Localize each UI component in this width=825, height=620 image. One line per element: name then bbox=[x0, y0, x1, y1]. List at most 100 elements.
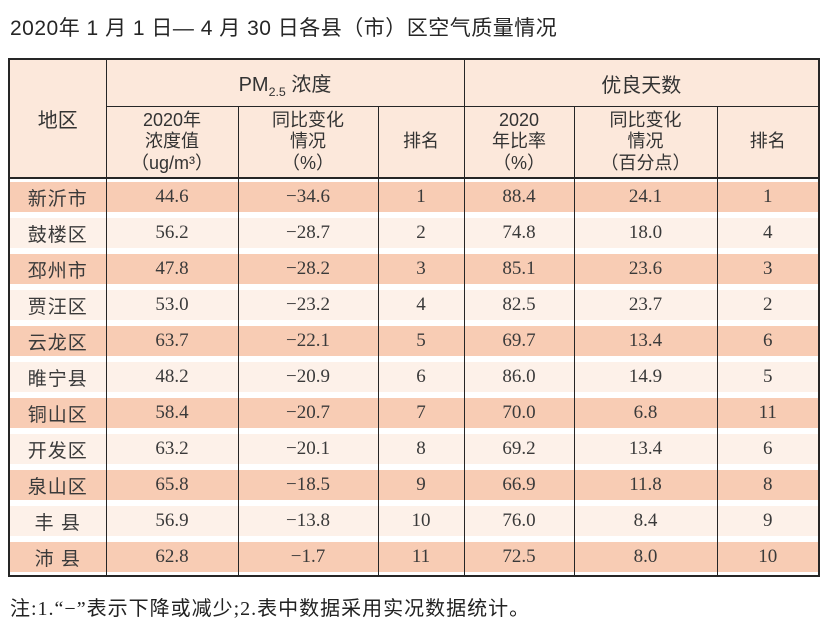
group-header-row: 地区 PM2.5 浓度 优良天数 bbox=[8, 59, 820, 179]
table-row: 丰 县 56.9 −13.8 10 76.0 8.4 9 bbox=[8, 503, 820, 539]
pm-rank-cell: 5 bbox=[377, 323, 465, 359]
col-header-region: 地区 bbox=[8, 59, 107, 179]
pm-rank-cell: 8 bbox=[377, 431, 465, 467]
pm-value-cell: 56.2 bbox=[105, 215, 239, 251]
region-cell: 丰 县 bbox=[8, 503, 107, 539]
table-row: 邳州市 47.8 −28.2 3 85.1 23.6 3 bbox=[8, 251, 820, 287]
region-cell: 开发区 bbox=[8, 431, 107, 467]
region-cell: 铜山区 bbox=[8, 395, 107, 431]
gd-rank-cell: 11 bbox=[716, 395, 820, 431]
gd-ratio-cell: 69.2 bbox=[463, 431, 575, 467]
sub-header-row: 2020年 浓度值 （ug/m³） 同比变化 情况 （%） 排名 2020 年比… bbox=[9, 106, 820, 179]
table-row: 沛 县 62.8 −1.7 11 72.5 8.0 10 bbox=[8, 539, 820, 576]
gd-change-cell: 14.9 bbox=[573, 359, 718, 395]
gd-ratio-cell: 66.9 bbox=[463, 467, 575, 503]
gd-change-cell: 13.4 bbox=[573, 431, 718, 467]
gd-change-cell: 6.8 bbox=[573, 395, 718, 431]
pm-change-cell: −20.7 bbox=[237, 395, 379, 431]
table-row: 云龙区 63.7 −22.1 5 69.7 13.4 6 bbox=[8, 323, 820, 359]
pm-change-cell: −20.9 bbox=[237, 359, 379, 395]
table-row: 贾汪区 53.0 −23.2 4 82.5 23.7 2 bbox=[8, 287, 820, 323]
gd-ratio-cell: 85.1 bbox=[463, 251, 575, 287]
table-body: 新沂市 44.6 −34.6 1 88.4 24.1 1 鼓楼区 56.2 −2… bbox=[8, 178, 820, 576]
region-cell: 贾汪区 bbox=[8, 287, 107, 323]
gd-ratio-cell: 70.0 bbox=[463, 395, 575, 431]
table-header: 地区 PM2.5 浓度 优良天数 2020年 浓度值 （ug/m³） 同比变化 … bbox=[8, 59, 820, 179]
table-row: 铜山区 58.4 −20.7 7 70.0 6.8 11 bbox=[8, 395, 820, 431]
pm-value-cell: 53.0 bbox=[105, 287, 239, 323]
pm-rank-cell: 9 bbox=[377, 467, 465, 503]
pm-rank-cell: 3 bbox=[377, 251, 465, 287]
gd-ratio-cell: 82.5 bbox=[463, 287, 575, 323]
pm25-label-subscript: 2.5 bbox=[268, 84, 286, 99]
pm25-label-prefix: PM bbox=[238, 73, 269, 96]
pm-change-cell: −20.1 bbox=[237, 431, 379, 467]
pm-change-cell: −23.2 bbox=[237, 287, 379, 323]
table-row: 泉山区 65.8 −18.5 9 66.9 11.8 8 bbox=[8, 467, 820, 503]
pm-change-cell: −28.2 bbox=[237, 251, 379, 287]
gd-change-cell: 23.6 bbox=[573, 251, 718, 287]
gd-rank-cell: 10 bbox=[716, 539, 820, 576]
table-row: 睢宁县 48.2 −20.9 6 86.0 14.9 5 bbox=[8, 359, 820, 395]
gd-rank-cell: 4 bbox=[716, 215, 820, 251]
region-cell: 沛 县 bbox=[8, 539, 107, 576]
pm-change-cell: −22.1 bbox=[237, 323, 379, 359]
pm-change-cell: −13.8 bbox=[237, 503, 379, 539]
gd-ratio-cell: 69.7 bbox=[463, 323, 575, 359]
gd-change-cell: 18.0 bbox=[573, 215, 718, 251]
pm-value-cell: 47.8 bbox=[105, 251, 239, 287]
pm25-label-suffix: 浓度 bbox=[285, 73, 332, 96]
pm-change-cell: −34.6 bbox=[237, 178, 379, 215]
region-cell: 邳州市 bbox=[8, 251, 107, 287]
col-header-pm-rank: 排名 bbox=[377, 106, 465, 179]
region-cell: 云龙区 bbox=[8, 323, 107, 359]
col-header-gd-change: 同比变化 情况 （百分点） bbox=[573, 106, 718, 179]
page-title: 2020年 1 月 1 日— 4 月 30 日各县（市）区空气质量情况 bbox=[10, 17, 558, 40]
gd-rank-cell: 9 bbox=[716, 503, 820, 539]
region-cell: 泉山区 bbox=[8, 467, 107, 503]
gd-rank-cell: 6 bbox=[716, 323, 820, 359]
pm-value-cell: 63.7 bbox=[105, 323, 239, 359]
gd-ratio-cell: 86.0 bbox=[463, 359, 575, 395]
gd-change-cell: 23.7 bbox=[573, 287, 718, 323]
pm-change-cell: −1.7 bbox=[237, 539, 379, 576]
gd-rank-cell: 8 bbox=[716, 467, 820, 503]
col-group-pm25: PM2.5 浓度 bbox=[105, 59, 465, 107]
pm-rank-cell: 6 bbox=[377, 359, 465, 395]
pm-value-cell: 56.9 bbox=[105, 503, 239, 539]
gd-change-cell: 24.1 bbox=[573, 178, 718, 215]
col-header-gd-rank: 排名 bbox=[716, 106, 820, 179]
gd-rank-cell: 6 bbox=[716, 431, 820, 467]
gd-ratio-cell: 72.5 bbox=[463, 539, 575, 576]
pm-rank-cell: 7 bbox=[377, 395, 465, 431]
col-header-pm-value: 2020年 浓度值 （ug/m³） bbox=[105, 106, 239, 179]
region-cell: 鼓楼区 bbox=[8, 215, 107, 251]
gd-change-cell: 8.0 bbox=[573, 539, 718, 576]
table-row: 鼓楼区 56.2 −28.7 2 74.8 18.0 4 bbox=[8, 215, 820, 251]
table-row: 新沂市 44.6 −34.6 1 88.4 24.1 1 bbox=[8, 178, 820, 215]
gd-ratio-cell: 74.8 bbox=[463, 215, 575, 251]
gd-ratio-cell: 76.0 bbox=[463, 503, 575, 539]
gd-rank-cell: 5 bbox=[716, 359, 820, 395]
pm-value-cell: 58.4 bbox=[105, 395, 239, 431]
air-quality-table: 地区 PM2.5 浓度 优良天数 2020年 浓度值 （ug/m³） 同比变化 … bbox=[8, 58, 821, 577]
pm-change-cell: −28.7 bbox=[237, 215, 379, 251]
pm-rank-cell: 2 bbox=[377, 215, 465, 251]
gd-rank-cell: 1 bbox=[716, 178, 820, 215]
region-cell: 睢宁县 bbox=[8, 359, 107, 395]
gd-change-cell: 13.4 bbox=[573, 323, 718, 359]
col-header-pm-change: 同比变化 情况 （%） bbox=[237, 106, 379, 179]
gd-rank-cell: 3 bbox=[716, 251, 820, 287]
pm-value-cell: 48.2 bbox=[105, 359, 239, 395]
pm-rank-cell: 4 bbox=[377, 287, 465, 323]
gd-ratio-cell: 88.4 bbox=[463, 178, 575, 215]
pm-value-cell: 62.8 bbox=[105, 539, 239, 576]
col-header-gd-ratio: 2020 年比率 （%） bbox=[463, 106, 575, 179]
region-cell: 新沂市 bbox=[8, 178, 107, 215]
pm-value-cell: 65.8 bbox=[105, 467, 239, 503]
pm-value-cell: 44.6 bbox=[105, 178, 239, 215]
pm-rank-cell: 10 bbox=[377, 503, 465, 539]
pm-rank-cell: 1 bbox=[377, 178, 465, 215]
pm-rank-cell: 11 bbox=[377, 539, 465, 576]
